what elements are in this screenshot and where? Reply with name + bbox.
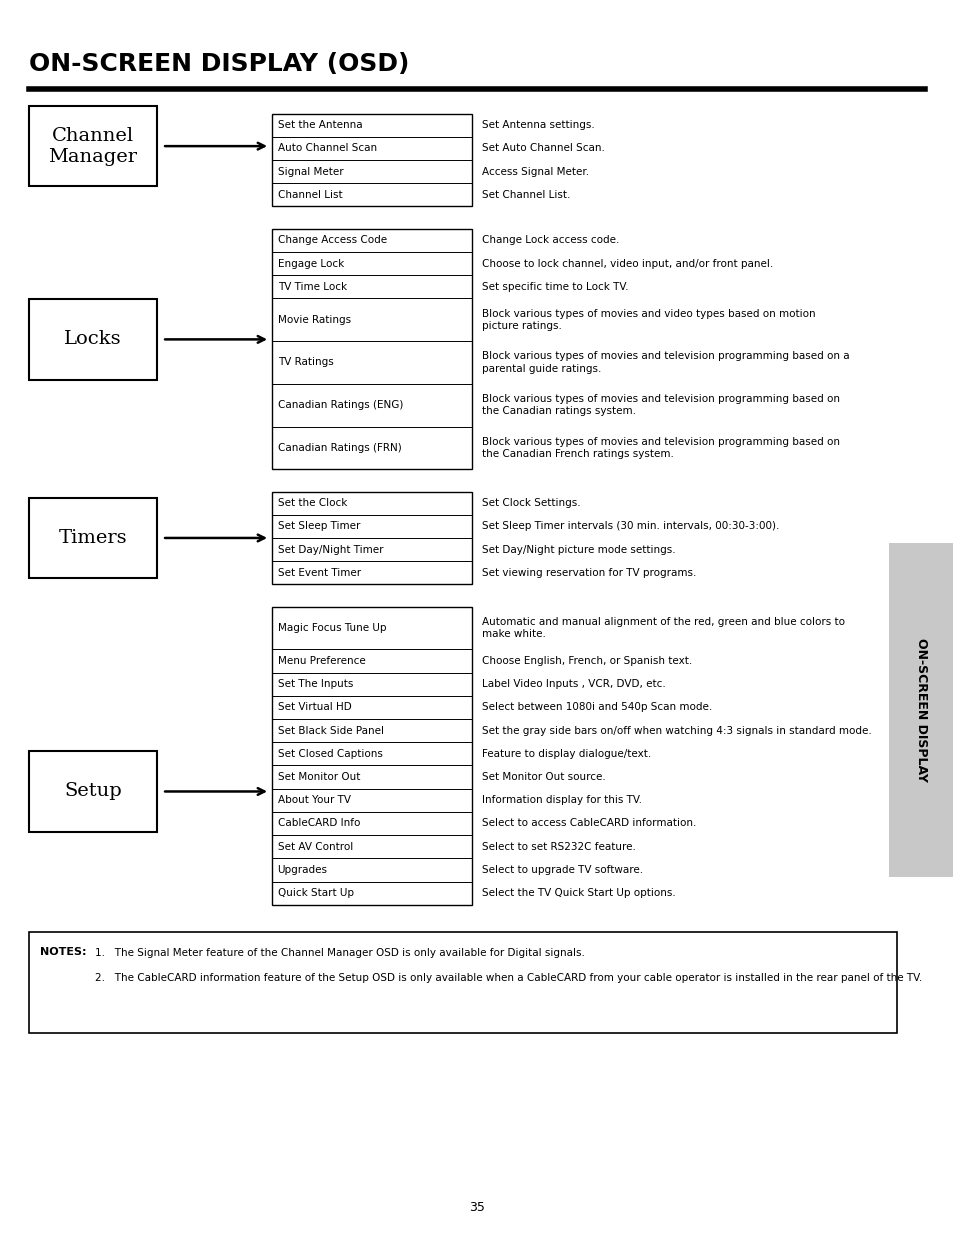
Text: ON-SCREEN DISPLAY: ON-SCREEN DISPLAY [914, 638, 927, 782]
Text: Set Virtual HD: Set Virtual HD [277, 703, 351, 713]
Text: Block various types of movies and video types based on motion
picture ratings.: Block various types of movies and video … [481, 309, 815, 331]
Bar [272, 228, 472, 469]
Bar [272, 606, 472, 905]
Text: Set Day/Night Timer: Set Day/Night Timer [277, 545, 383, 555]
Text: Set Channel List.: Set Channel List. [481, 190, 570, 200]
Text: Auto Channel Scan: Auto Channel Scan [277, 143, 376, 153]
Text: Change Access Code: Change Access Code [277, 236, 386, 246]
Text: Block various types of movies and television programming based on a
parental gui: Block various types of movies and televi… [481, 351, 848, 374]
Bar [272, 492, 472, 584]
Text: Locks: Locks [64, 331, 122, 348]
Text: Set Clock Settings.: Set Clock Settings. [481, 498, 579, 508]
Text: Block various types of movies and television programming based on
the Canadian r: Block various types of movies and televi… [481, 394, 839, 416]
Bar [29, 932, 896, 1034]
Text: Menu Preference: Menu Preference [277, 656, 365, 666]
Text: Canadian Ratings (ENG): Canadian Ratings (ENG) [277, 400, 402, 410]
Bar [29, 106, 157, 186]
Text: CableCARD Info: CableCARD Info [277, 819, 359, 829]
Text: Signal Meter: Signal Meter [277, 167, 343, 177]
Text: Channel List: Channel List [277, 190, 342, 200]
Text: Choose English, French, or Spanish text.: Choose English, French, or Spanish text. [481, 656, 691, 666]
Text: Engage Lock: Engage Lock [277, 258, 343, 268]
Text: 2.   The CableCARD information feature of the Setup OSD is only available when a: 2. The CableCARD information feature of … [95, 973, 922, 983]
Text: Set Auto Channel Scan.: Set Auto Channel Scan. [481, 143, 604, 153]
Text: Set Event Timer: Set Event Timer [277, 568, 360, 578]
Text: Choose to lock channel, video input, and/or front panel.: Choose to lock channel, video input, and… [481, 258, 772, 268]
Text: Select the TV Quick Start Up options.: Select the TV Quick Start Up options. [481, 888, 675, 898]
Text: Canadian Ratings (FRN): Canadian Ratings (FRN) [277, 443, 401, 453]
Text: Select to upgrade TV software.: Select to upgrade TV software. [481, 864, 642, 874]
Text: Channel
Manager: Channel Manager [49, 127, 137, 165]
Text: Setup: Setup [64, 783, 122, 800]
Text: Select between 1080i and 540p Scan mode.: Select between 1080i and 540p Scan mode. [481, 703, 711, 713]
Bar [29, 751, 157, 831]
Text: 35: 35 [469, 1202, 484, 1214]
Text: Set Black Side Panel: Set Black Side Panel [277, 726, 383, 736]
Text: Label Video Inputs , VCR, DVD, etc.: Label Video Inputs , VCR, DVD, etc. [481, 679, 665, 689]
Text: Set the Antenna: Set the Antenna [277, 120, 362, 130]
Text: Select to set RS232C feature.: Select to set RS232C feature. [481, 842, 635, 852]
Text: Access Signal Meter.: Access Signal Meter. [481, 167, 588, 177]
Text: Set AV Control: Set AV Control [277, 842, 353, 852]
Text: Set the Clock: Set the Clock [277, 498, 347, 508]
Text: ON-SCREEN DISPLAY (OSD): ON-SCREEN DISPLAY (OSD) [29, 52, 409, 75]
Text: Set Day/Night picture mode settings.: Set Day/Night picture mode settings. [481, 545, 675, 555]
Text: Information display for this TV.: Information display for this TV. [481, 795, 641, 805]
Text: Set the gray side bars on/off when watching 4:3 signals in standard mode.: Set the gray side bars on/off when watch… [481, 726, 871, 736]
Text: NOTES:: NOTES: [40, 947, 87, 957]
Text: TV Ratings: TV Ratings [277, 357, 333, 368]
Text: Movie Ratings: Movie Ratings [277, 315, 351, 325]
Text: Change Lock access code.: Change Lock access code. [481, 236, 618, 246]
Text: Magic Focus Tune Up: Magic Focus Tune Up [277, 622, 386, 634]
Bar [272, 114, 472, 206]
Text: Upgrades: Upgrades [277, 864, 327, 874]
Text: 1.   The Signal Meter feature of the Channel Manager OSD is only available for D: 1. The Signal Meter feature of the Chann… [95, 948, 584, 958]
Text: Set viewing reservation for TV programs.: Set viewing reservation for TV programs. [481, 568, 696, 578]
Text: Set specific time to Lock TV.: Set specific time to Lock TV. [481, 282, 628, 291]
Text: Set Monitor Out source.: Set Monitor Out source. [481, 772, 605, 782]
Bar [29, 498, 157, 578]
Text: Feature to display dialogue/text.: Feature to display dialogue/text. [481, 748, 650, 758]
Text: Set Sleep Timer intervals (30 min. intervals, 00:30-3:00).: Set Sleep Timer intervals (30 min. inter… [481, 521, 779, 531]
Text: Set Antenna settings.: Set Antenna settings. [481, 120, 594, 130]
Text: Automatic and manual alignment of the red, green and blue colors to
make white.: Automatic and manual alignment of the re… [481, 616, 844, 640]
Bar [29, 299, 157, 379]
Text: Timers: Timers [59, 529, 127, 547]
Text: Set Monitor Out: Set Monitor Out [277, 772, 359, 782]
Text: Set Closed Captions: Set Closed Captions [277, 748, 382, 758]
Text: Block various types of movies and television programming based on
the Canadian F: Block various types of movies and televi… [481, 437, 839, 459]
Text: About Your TV: About Your TV [277, 795, 351, 805]
Text: Set Sleep Timer: Set Sleep Timer [277, 521, 359, 531]
Text: TV Time Lock: TV Time Lock [277, 282, 346, 291]
Text: Set The Inputs: Set The Inputs [277, 679, 353, 689]
Text: Select to access CableCARD information.: Select to access CableCARD information. [481, 819, 696, 829]
Text: Quick Start Up: Quick Start Up [277, 888, 354, 898]
